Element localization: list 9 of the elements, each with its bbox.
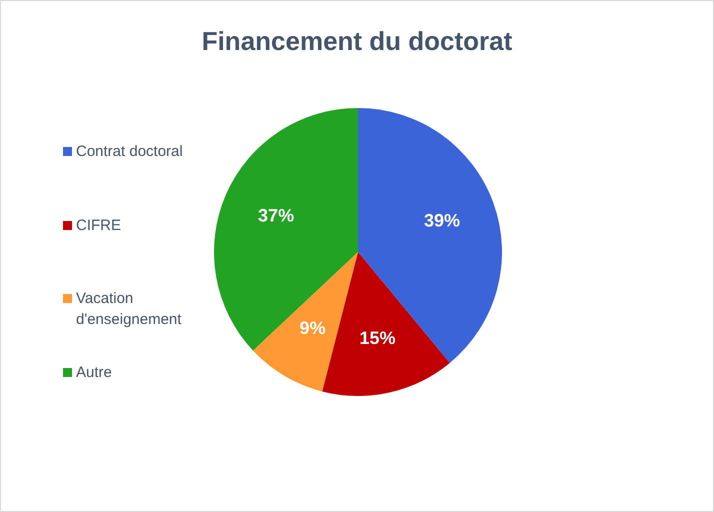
legend-label: CIFRE bbox=[76, 216, 122, 236]
legend-label: Autre bbox=[76, 362, 113, 382]
chart-title: Financement du doctorat bbox=[200, 25, 514, 57]
data-label: 9% bbox=[300, 318, 326, 338]
data-label: 39% bbox=[424, 210, 460, 231]
data-label: 15% bbox=[359, 328, 396, 348]
data-label: 37% bbox=[258, 206, 294, 226]
legend-label: Vacation d'enseignement bbox=[76, 289, 182, 330]
legend-label: Contrat doctoral bbox=[76, 142, 184, 162]
